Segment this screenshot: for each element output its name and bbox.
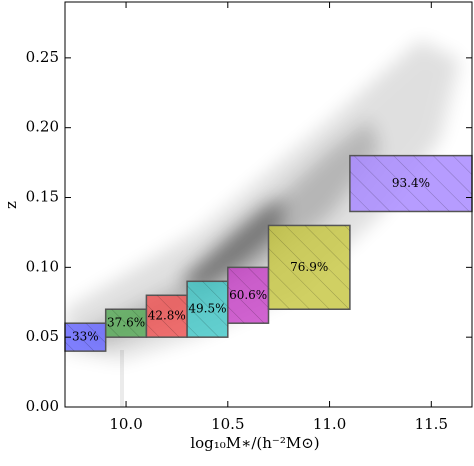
y-tick-label: 0.15 (26, 188, 59, 206)
y-axis-label: z (2, 201, 20, 209)
region-hatch (349, 155, 472, 212)
region-hatch (227, 267, 269, 324)
region-hatch (105, 309, 147, 338)
region-hatch (65, 323, 106, 352)
region-label: 49.5% (188, 302, 226, 316)
region-label: 93.4% (392, 176, 430, 190)
x-tick-label: 11.0 (313, 415, 346, 433)
x-tick-label: 10.5 (211, 415, 244, 433)
y-tick-label: 0.10 (26, 257, 59, 275)
y-tick-label: 0.05 (26, 327, 59, 345)
region-label: 60.6% (229, 288, 267, 302)
y-tick-label: 0.00 (26, 397, 59, 415)
density-background (65, 40, 460, 407)
region-hatch (146, 295, 188, 338)
x-tick-label: 11.5 (415, 415, 448, 433)
region-label: 76.9% (290, 260, 328, 274)
y-tick-label: 0.20 (26, 118, 59, 136)
x-tick-label: 10.0 (109, 415, 142, 433)
region-hatch (268, 225, 350, 310)
y-tick-label: 0.25 (26, 48, 59, 66)
plot-frame (64, 1, 473, 408)
region-label: 33% (72, 330, 99, 344)
x-axis-label: log₁₀M∗/(h⁻²M⊙) (190, 434, 319, 452)
region-hatch (187, 281, 228, 338)
region-label: 42.8% (148, 309, 186, 323)
region-label: 37.6% (107, 316, 145, 330)
